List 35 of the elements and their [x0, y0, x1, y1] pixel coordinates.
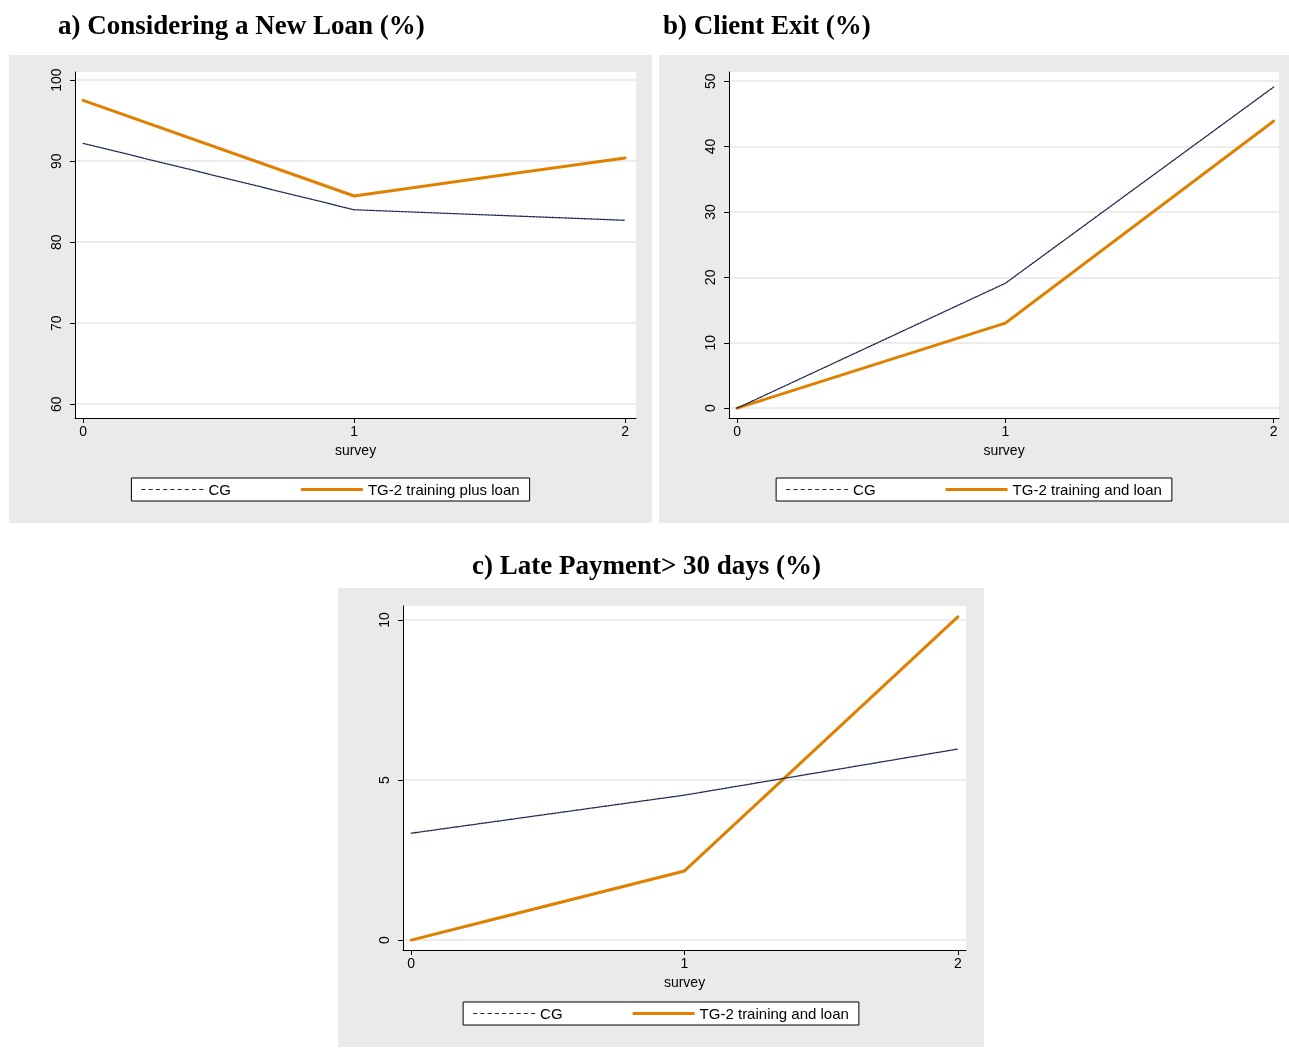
y-tick-label: 90 — [48, 153, 64, 169]
y-tick-label: 60 — [48, 396, 64, 413]
x-axis-title: survey — [983, 441, 1025, 458]
x-tick-label: 2 — [1269, 423, 1278, 439]
y-tick-label: 50 — [702, 73, 718, 89]
x-tick-label: 1 — [350, 423, 359, 439]
legend-label: CG — [540, 1005, 563, 1022]
chart-title: b) Client Exit (%) — [663, 10, 871, 41]
y-tick-label: 100 — [48, 68, 64, 92]
y-tick-label: 70 — [48, 315, 64, 331]
x-tick-label: 1 — [680, 955, 689, 971]
x-tick-label: 0 — [79, 423, 88, 439]
y-tick-label: 5 — [376, 775, 392, 784]
legend-label: TG-2 training plus loan — [367, 481, 520, 498]
x-axis-title: survey — [663, 973, 706, 990]
x-tick-label: 1 — [1001, 423, 1010, 439]
y-tick-label: 80 — [48, 234, 64, 250]
y-tick-label: 30 — [702, 203, 718, 220]
x-tick-label: 0 — [733, 423, 742, 439]
legend-label: CG — [853, 481, 876, 498]
y-tick-label: 0 — [376, 935, 392, 944]
x-axis-title: survey — [334, 441, 377, 458]
legend-label: CG — [208, 481, 231, 498]
y-tick-label: 0 — [702, 404, 718, 413]
legend-label: TG-2 training and loan — [699, 1005, 849, 1022]
x-tick-label: 2 — [621, 423, 630, 439]
x-tick-label: 2 — [953, 955, 962, 971]
y-tick-label: 40 — [702, 138, 718, 155]
legend-label: TG-2 training and loan — [1012, 481, 1162, 498]
y-tick-label: 10 — [376, 612, 392, 628]
chart-title: c) Late Payment> 30 days (%) — [472, 550, 822, 581]
x-tick-label: 0 — [407, 955, 416, 971]
chart-title: a) Considering a New Loan (%) — [58, 10, 425, 41]
y-tick-label: 20 — [702, 269, 718, 286]
y-tick-label: 10 — [702, 334, 718, 351]
